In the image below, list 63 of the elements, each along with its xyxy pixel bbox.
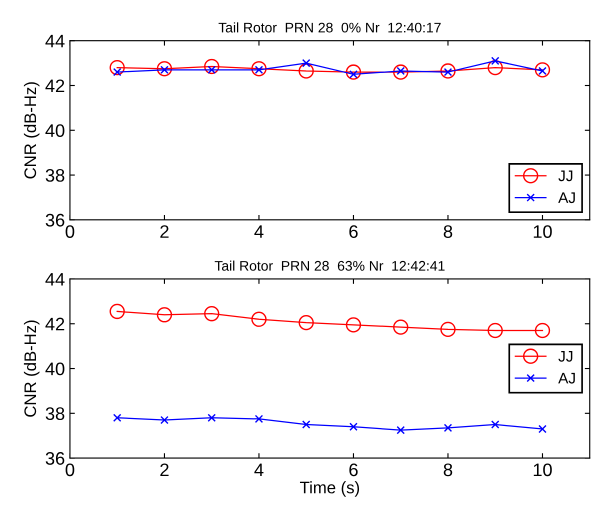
x-tick-label: 10 [534,463,552,476]
y-tick-label: 38 [46,407,64,420]
point [440,63,456,79]
point [251,61,267,76]
y-tick-label: 42 [45,79,64,92]
legend-label: AJ [558,372,575,384]
point [444,424,452,432]
point [110,304,125,320]
point [534,322,550,338]
point [208,414,216,422]
x-tick-label: 2 [160,225,169,238]
x-tick-label: 6 [349,225,358,238]
y-axis-title: CNR (dB-Hz) [24,82,40,179]
x-tick-label: 8 [444,463,452,476]
x-tick-label: 10 [534,225,552,238]
x-tick-label: 6 [349,463,358,476]
point [156,307,172,322]
y-tick-label: 36 [46,452,64,465]
y-tick-label: 40 [45,362,64,376]
x-tick-label: 0 [66,463,74,476]
point [204,58,220,74]
x-tick-label: 8 [444,225,452,238]
point [534,62,550,78]
point [491,420,500,429]
y-tick-label: 38 [46,169,64,182]
point [156,61,172,76]
x-tick-label: 4 [254,225,264,238]
point [302,420,310,429]
point [346,64,362,80]
legend-label: JJ [558,351,572,362]
y-tick-label: 44 [45,273,65,286]
point [491,56,500,66]
point [440,322,456,337]
point [113,414,122,422]
chart-title: Tail Rotor PRN 28 63% Nr 12:42:41 [214,260,445,271]
point [346,317,362,333]
point [110,60,125,76]
legend-label: JJ [558,170,572,182]
x-tick-label: 0 [66,225,74,238]
point [302,58,310,68]
point [393,319,408,335]
point [538,424,547,434]
y-tick-label: 44 [45,34,65,48]
y-tick-label: 40 [45,124,64,138]
y-tick-label: 42 [45,318,64,330]
point [393,64,408,80]
point [204,306,220,322]
point [254,414,264,424]
point [488,322,503,338]
x-tick-label: 4 [254,464,264,476]
chart-title: Tail Rotor PRN 28 0% Nr 12:40:17 [218,22,441,33]
point [251,312,267,327]
point [298,63,314,79]
point [396,426,405,434]
x-tick-label: 2 [160,463,169,476]
point [160,416,169,424]
point [349,422,358,431]
y-tick-label: 36 [46,214,64,227]
x-axis-title: Time (s) [300,481,360,497]
legend-label: AJ [558,192,575,204]
y-axis-title: CNR (dB-Hz) [24,320,40,417]
point [298,314,314,330]
point [488,60,503,76]
